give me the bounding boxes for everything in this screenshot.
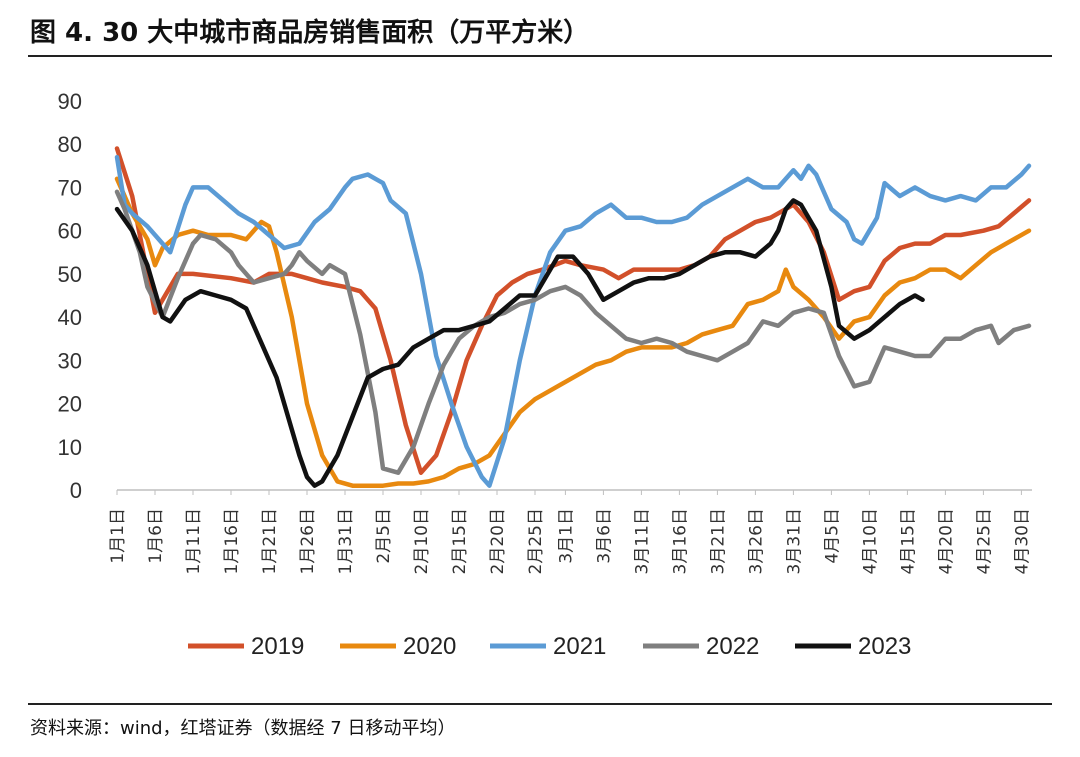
- x-tick-label: 1月11日: [184, 508, 204, 574]
- y-tick-label: 90: [58, 89, 82, 114]
- legend-label-2019: 2019: [251, 633, 304, 660]
- x-tick-label: 1月26日: [298, 508, 318, 574]
- x-tick-label: 1月6日: [146, 508, 166, 564]
- source-rule: [28, 703, 1052, 705]
- source-note: 资料来源：wind，红塔证券（数据经 7 日移动平均）: [30, 718, 456, 739]
- x-tick-label: 2月10日: [412, 508, 432, 574]
- series-line-2021: [114, 154, 1032, 488]
- axes: 0 10 20 30 40 50 60 70 80 90 1月1日 1月6日 1月11日 1月16日 1月2…: [58, 89, 1033, 574]
- y-tick-label: 80: [58, 132, 82, 157]
- series-lines: [114, 146, 1032, 488]
- chart: 0 10 20 30 40 50 60 70 80 90 1月1日 1月6日 1月11日 1月16日 1月2…: [58, 89, 1033, 660]
- figure-title: 图 4. 30 大中城市商品房销售面积（万平方米）: [30, 18, 590, 48]
- x-tick-label: 3月16日: [670, 508, 690, 574]
- y-tick-label: 30: [58, 348, 82, 373]
- legend-label-2020: 2020: [403, 633, 456, 660]
- x-tick-label: 4月5日: [822, 508, 842, 564]
- x-tick-label: 2月15日: [450, 508, 470, 574]
- x-tick-label: 3月1日: [556, 508, 576, 564]
- series-line-2020: [114, 176, 1032, 488]
- x-tick-label: 4月15日: [898, 508, 918, 574]
- x-tick-label: 3月21日: [708, 508, 728, 574]
- x-tick-label: 1月21日: [260, 508, 280, 574]
- x-tick-label: 3月11日: [632, 508, 652, 574]
- y-tick-label: 70: [58, 175, 82, 200]
- title-rule: [28, 55, 1052, 57]
- y-tick-label: 0: [70, 478, 82, 503]
- x-tick-label: 3月26日: [746, 508, 766, 574]
- legend-label-2023: 2023: [858, 633, 911, 660]
- x-tick-label: 2月25日: [526, 508, 546, 574]
- x-tick-label: 2月5日: [374, 508, 394, 564]
- y-tick-label: 50: [58, 262, 82, 287]
- x-tick-label: 4月20日: [936, 508, 956, 574]
- y-tick-label: 60: [58, 219, 82, 244]
- x-tick-label: 4月30日: [1012, 508, 1032, 574]
- x-tick-label: 2月20日: [488, 508, 508, 574]
- y-tick-label: 40: [58, 305, 82, 330]
- x-tick-label: 1月1日: [108, 508, 128, 564]
- x-tick-label: 4月25日: [974, 508, 994, 574]
- series-line-2022: [114, 189, 1032, 475]
- x-tick-label: 1月31日: [336, 508, 356, 574]
- legend-label-2021: 2021: [553, 633, 606, 660]
- x-tick-label: 1月16日: [222, 508, 242, 574]
- x-tick-label: 3月31日: [784, 508, 804, 574]
- x-tick-label: 3月6日: [594, 508, 614, 564]
- legend-label-2022: 2022: [706, 633, 759, 660]
- legend: 2019 2020 2021 2022 2023: [188, 633, 911, 660]
- x-tick-label: 4月10日: [860, 508, 880, 574]
- y-tick-label: 10: [58, 435, 82, 460]
- y-tick-label: 20: [58, 392, 82, 417]
- series-line-2023: [114, 198, 925, 488]
